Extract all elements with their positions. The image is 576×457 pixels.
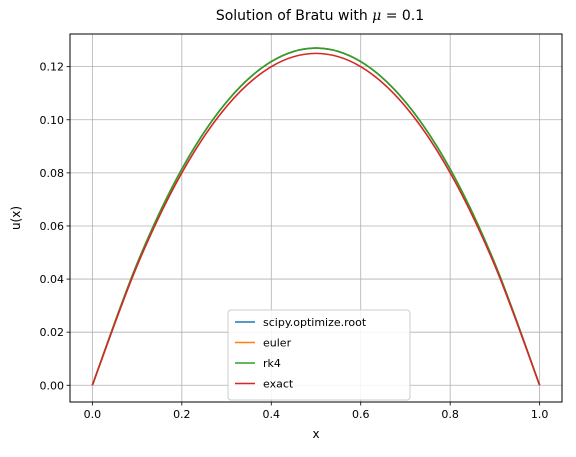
- x-tick-label: 0.6: [352, 408, 370, 421]
- y-tick-label: 0.12: [40, 61, 65, 74]
- plot-frame: [69, 33, 563, 403]
- series-line-rk4: [91, 47, 541, 386]
- legend: scipy.optimize.root euler rk4 exact: [227, 309, 411, 401]
- chart-title: Solution of Bratu with μ = 0.1: [70, 8, 570, 24]
- series-line-exact: [91, 52, 541, 386]
- legend-label: euler: [263, 337, 292, 350]
- chart-title-symbol: μ: [372, 8, 382, 24]
- y-axis-label: u(x): [9, 206, 23, 230]
- y-tick-label: 0.02: [40, 326, 65, 339]
- y-tick-label: 0.08: [40, 167, 65, 180]
- x-tick-label: 0.2: [173, 408, 191, 421]
- series-layer: [91, 47, 541, 386]
- y-tick-label: 0.06: [40, 220, 65, 233]
- chart-title-suffix: = 0.1: [381, 8, 425, 24]
- y-tick-label: 0.04: [40, 273, 65, 286]
- legend-box: [227, 309, 411, 401]
- legend-label: rk4: [263, 357, 281, 370]
- x-tick-label: 0.8: [441, 408, 459, 421]
- x-tick-label: 1.0: [531, 408, 549, 421]
- y-tick-label: 0.00: [40, 379, 65, 392]
- chart-title-prefix: Solution of Bratu with: [215, 8, 373, 24]
- x-axis-label: x: [312, 427, 319, 441]
- legend-label: exact: [263, 378, 294, 391]
- x-tick-label: 0.0: [84, 408, 102, 421]
- tick-layer: 0.0 0.2 0.4 0.6 0.8 1.0 0.00 0.02 0.04 0.06 0.08 0.…: [40, 61, 549, 421]
- legend-label: scipy.optimize.root: [263, 316, 367, 329]
- x-tick-label: 0.4: [263, 408, 281, 421]
- y-tick-label: 0.10: [40, 114, 65, 127]
